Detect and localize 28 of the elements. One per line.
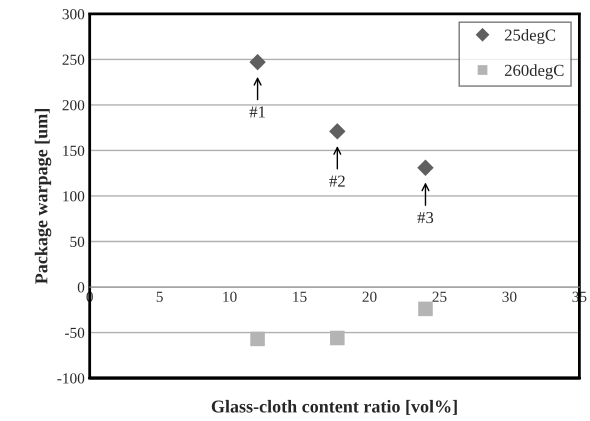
y-tick-label: 50 — [70, 236, 84, 247]
annotation: #2 — [329, 176, 345, 187]
x-tick-label: 20 — [362, 292, 377, 302]
y-tick-label: 250 — [62, 54, 84, 65]
x-axis-title: Glass-cloth content ratio [vol%] — [212, 400, 457, 415]
annotation: #1 — [250, 106, 265, 118]
y-tick-label: -100 — [57, 373, 84, 384]
y-tick-label: 150 — [63, 146, 84, 156]
x-tick-label: 15 — [293, 292, 307, 302]
point — [329, 123, 346, 140]
legend-label: 25degC — [504, 28, 556, 44]
legend-label: 260degC — [504, 64, 564, 80]
point — [250, 332, 265, 346]
point — [249, 54, 266, 70]
point — [417, 160, 434, 176]
y-axis-title: Package warpage [um] — [34, 109, 52, 284]
x-tick-label: 10 — [223, 292, 237, 302]
point — [330, 330, 345, 346]
point — [418, 302, 433, 316]
y-tick-label: 100 — [63, 191, 84, 202]
y-tick-label: 0 — [78, 282, 84, 292]
x-tick-label: 25 — [432, 292, 447, 302]
x-tick-label: 5 — [156, 292, 163, 302]
y-tick-label: -50 — [65, 328, 84, 338]
y-tick-label: 200 — [62, 100, 84, 110]
annotation: #3 — [417, 212, 434, 224]
x-tick-label: 30 — [502, 292, 516, 302]
y-tick-label: 300 — [62, 9, 84, 20]
